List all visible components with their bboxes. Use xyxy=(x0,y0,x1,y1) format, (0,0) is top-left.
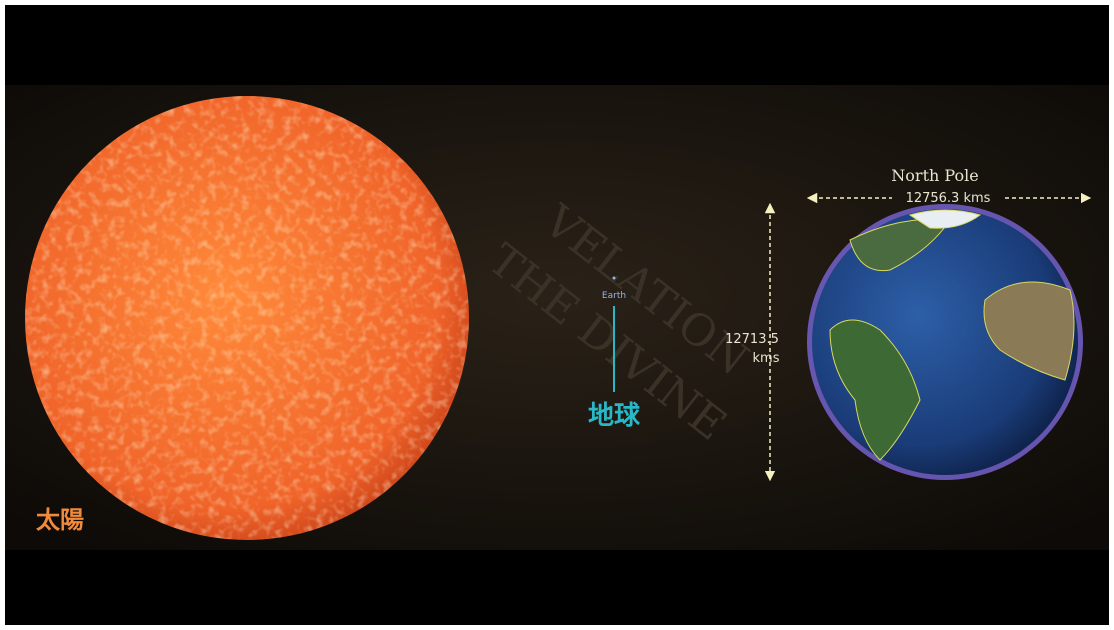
sun-texture xyxy=(25,96,469,540)
north-pole-label: North Pole xyxy=(891,166,978,185)
height-unit: kms xyxy=(753,351,780,366)
continents xyxy=(829,209,1075,461)
earth-dot xyxy=(612,276,616,280)
height-label: 12713.5 xyxy=(725,332,779,347)
earth-label: 地球 xyxy=(588,401,641,431)
earth-small-label: Earth xyxy=(602,291,626,301)
width-label: 12756.3 kms xyxy=(906,191,991,206)
sun-label: 太陽 xyxy=(36,506,84,534)
